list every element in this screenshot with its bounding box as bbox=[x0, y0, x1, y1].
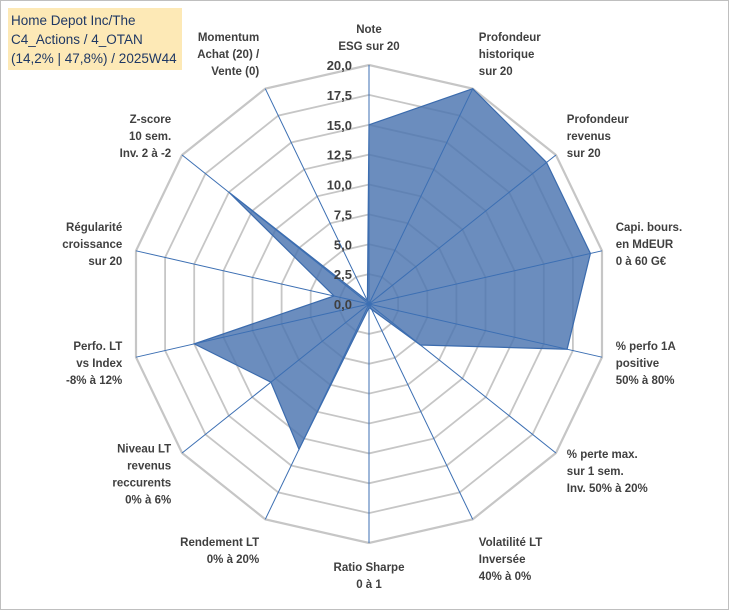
axis-label-line: ESG sur 20 bbox=[338, 41, 399, 53]
axis-label-line: historique bbox=[479, 49, 535, 61]
axis-label-line: sur 20 bbox=[88, 256, 122, 268]
tick-label: 5,0 bbox=[334, 237, 352, 252]
axis-label: Profondeur historique sur 20 bbox=[479, 32, 541, 78]
axis-label-line: Profondeur bbox=[567, 114, 629, 126]
tick-label: 2,5 bbox=[334, 267, 352, 282]
axis-label: Note ESG sur 20 bbox=[338, 24, 399, 53]
axis-label-line: croissance bbox=[62, 239, 122, 251]
tick-label: 7,5 bbox=[334, 207, 352, 222]
axis-spoke bbox=[368, 88, 474, 305]
axis-label-line: positive bbox=[616, 358, 659, 370]
tick-label: 10,0 bbox=[327, 178, 352, 193]
axis-label: % perfo 1A positive 50% à 80% bbox=[616, 341, 676, 387]
axis-label-line: 0% à 6% bbox=[125, 495, 171, 507]
tick-label: 17,5 bbox=[327, 88, 352, 103]
axis-label-line: Régularité bbox=[66, 222, 122, 234]
axis-label-line: vs Index bbox=[76, 358, 123, 370]
axis-label-line: Niveau LT bbox=[117, 444, 171, 456]
axis-label: Momentum Achat (20) / Vente (0) bbox=[197, 32, 260, 78]
axis-label: Rendement LT 0% à 20% bbox=[180, 537, 259, 566]
axis-label: Volatilité LT Inversée 40% à 0% bbox=[479, 537, 542, 583]
axis-label-line: Inv. 2 à -2 bbox=[120, 148, 172, 160]
chart-title-box: Home Depot Inc/The C4_Actions / 4_OTAN (… bbox=[8, 8, 182, 70]
axis-label-line: Z-score bbox=[130, 114, 172, 126]
axis-label-line: 10 sem. bbox=[129, 131, 171, 143]
axis-label-line: Inv. 50% à 20% bbox=[567, 483, 648, 495]
radar-spokes bbox=[135, 65, 603, 543]
axis-label-line: % perfo 1A bbox=[616, 341, 676, 353]
axis-spoke bbox=[368, 303, 603, 358]
tick-label: 20,0 bbox=[327, 58, 352, 73]
axis-label-line: % perte max. bbox=[567, 449, 638, 461]
axis-label: Régularité croissance sur 20 bbox=[62, 222, 122, 268]
axis-label-line: Inversée bbox=[479, 554, 526, 566]
axis-label-line: Rendement LT bbox=[180, 537, 259, 549]
axis-label-line: sur 20 bbox=[567, 148, 601, 160]
axis-spoke bbox=[368, 250, 603, 305]
axis-label-line: sur 1 sem. bbox=[567, 466, 624, 478]
axis-spoke bbox=[368, 154, 557, 305]
axis-label-line: Perfo. LT bbox=[73, 341, 122, 353]
axis-label-line: Achat (20) / bbox=[197, 49, 260, 61]
axis-label-line: 0% à 20% bbox=[207, 554, 259, 566]
axis-label-line: -8% à 12% bbox=[66, 375, 122, 387]
axis-label-line: Profondeur bbox=[479, 32, 541, 44]
axis-spoke bbox=[135, 303, 370, 358]
axis-label-line: 0 à 1 bbox=[356, 579, 382, 591]
axis-label-line: revenus bbox=[567, 131, 611, 143]
axis-label: Profondeur revenus sur 20 bbox=[567, 114, 629, 160]
axis-spoke bbox=[181, 154, 370, 305]
axis-label: % perte max. sur 1 sem. Inv. 50% à 20% bbox=[567, 449, 648, 495]
axis-label: Perfo. LT vs Index -8% à 12% bbox=[66, 341, 123, 387]
axis-label: Capi. bours. en MdEUR 0 à 60 G€ bbox=[616, 222, 682, 268]
axis-spoke bbox=[264, 303, 370, 520]
tick-label: 15,0 bbox=[327, 118, 352, 133]
axis-label: Niveau LT revenus reccurents 0% à 6% bbox=[112, 444, 171, 507]
axis-label-line: reccurents bbox=[112, 478, 171, 490]
axis-label-line: sur 20 bbox=[479, 66, 513, 78]
axis-spoke bbox=[264, 88, 370, 305]
axis-label-line: revenus bbox=[127, 461, 171, 473]
axis-spoke bbox=[135, 250, 370, 305]
tick-label: 12,5 bbox=[327, 148, 352, 163]
axis-label: Z-score 10 sem. Inv. 2 à -2 bbox=[120, 114, 172, 160]
axis-label-line: Momentum bbox=[198, 32, 259, 44]
axis-label-line: en MdEUR bbox=[616, 239, 674, 251]
axis-spoke bbox=[368, 303, 557, 454]
axis-label-line: Ratio Sharpe bbox=[334, 562, 405, 574]
radial-tick-labels: 0,0 2,5 5,0 7,5 10,0 12,5 15,0 17,5 20,0 bbox=[327, 58, 352, 312]
axis-label: Ratio Sharpe 0 à 1 bbox=[334, 562, 405, 591]
radar-series bbox=[192, 88, 592, 451]
axis-label-line: Capi. bours. bbox=[616, 222, 682, 234]
title-line-1: Home Depot Inc/The bbox=[11, 13, 136, 28]
axis-spoke bbox=[368, 303, 474, 520]
axis-label-line: Volatilité LT bbox=[479, 537, 542, 549]
axis-label-line: Vente (0) bbox=[211, 66, 259, 78]
axis-label-line: Note bbox=[356, 24, 382, 36]
axis-label-line: 50% à 80% bbox=[616, 375, 675, 387]
axis-labels: Note ESG sur 20 Profondeur historique sur 20… bbox=[62, 24, 682, 591]
title-line-3: (14,2% | 47,8%) / 2025W44 bbox=[11, 51, 177, 66]
axis-label-line: 40% à 0% bbox=[479, 571, 531, 583]
tick-label: 0,0 bbox=[334, 297, 352, 312]
title-line-2: C4_Actions / 4_OTAN bbox=[11, 32, 143, 47]
series-area bbox=[192, 88, 592, 451]
axis-label-line: 0 à 60 G€ bbox=[616, 256, 667, 268]
axis-spoke bbox=[181, 303, 370, 454]
